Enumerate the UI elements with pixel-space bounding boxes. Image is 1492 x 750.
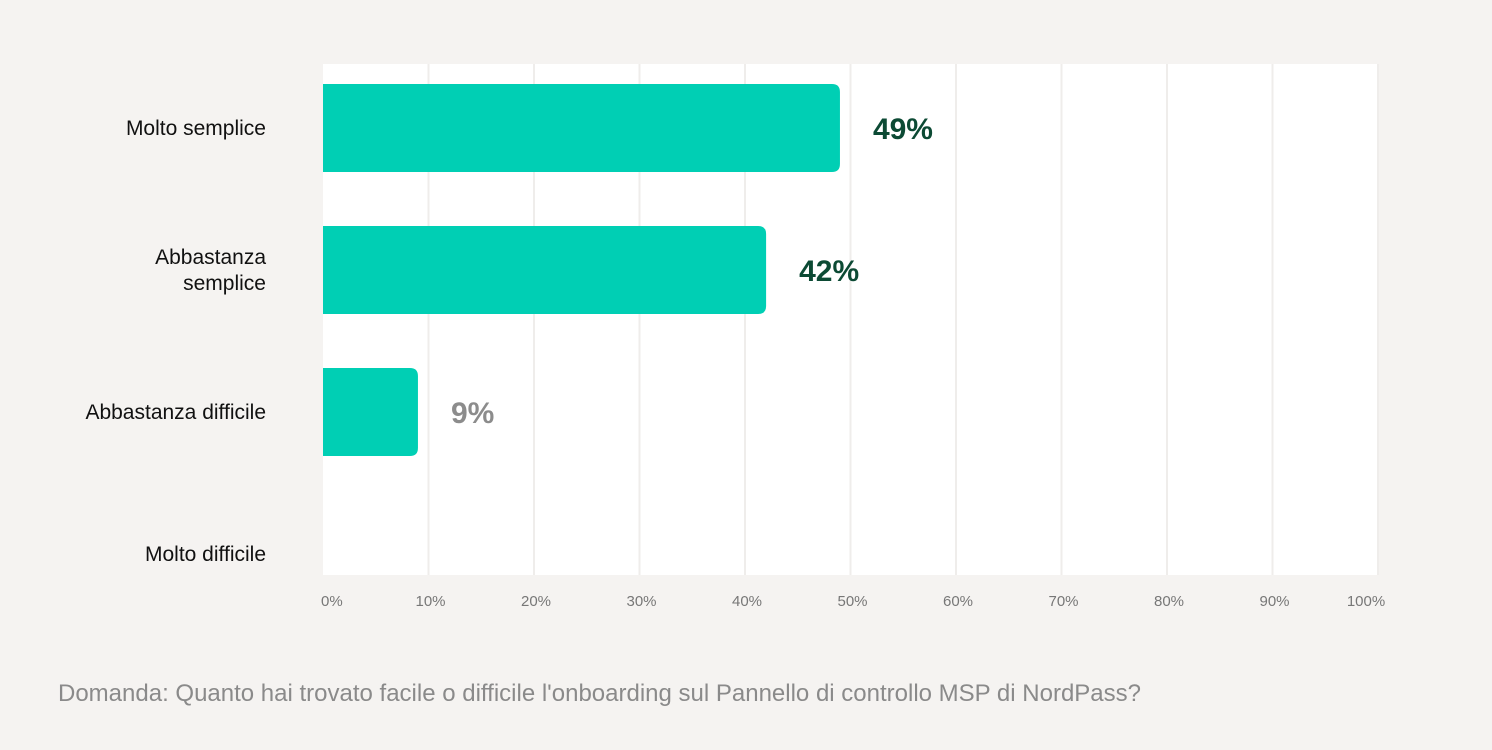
bar — [323, 84, 840, 172]
data-labels: 49% 42% 9% — [451, 113, 933, 430]
category-labels: Molto semplice Abbastanza semplice Abbastan… — [85, 117, 266, 566]
x-tick-label: 90% — [1259, 593, 1289, 610]
x-tick-label: 70% — [1048, 593, 1078, 610]
x-tick-label: 50% — [837, 593, 867, 610]
x-tick-label: 0% — [321, 593, 343, 610]
x-tick-label: 10% — [415, 593, 445, 610]
x-tick-label: 30% — [626, 593, 656, 610]
category-label: Abbastanza semplice — [155, 246, 266, 295]
x-tick-label: 40% — [732, 593, 762, 610]
x-tick-label: 20% — [521, 593, 551, 610]
x-tick-label: 80% — [1154, 593, 1184, 610]
data-label: 9% — [451, 397, 494, 430]
bar — [323, 368, 418, 456]
data-label: 42% — [799, 255, 859, 288]
x-tick-label: 100% — [1347, 593, 1385, 610]
question-footnote: Domanda: Quanto hai trovato facile o dif… — [58, 680, 1141, 707]
bars — [323, 84, 840, 456]
bar — [323, 226, 767, 314]
x-tick-label: 60% — [943, 593, 973, 610]
x-axis-tick-labels: 0% 10% 20% 30% 40% 50% 60% 70% 80% 90% 100% — [321, 593, 1385, 610]
category-label: Molto difficile — [145, 543, 266, 566]
category-label: Abbastanza difficile — [85, 401, 266, 424]
data-label: 49% — [873, 113, 933, 146]
category-label: Molto semplice — [126, 117, 266, 140]
